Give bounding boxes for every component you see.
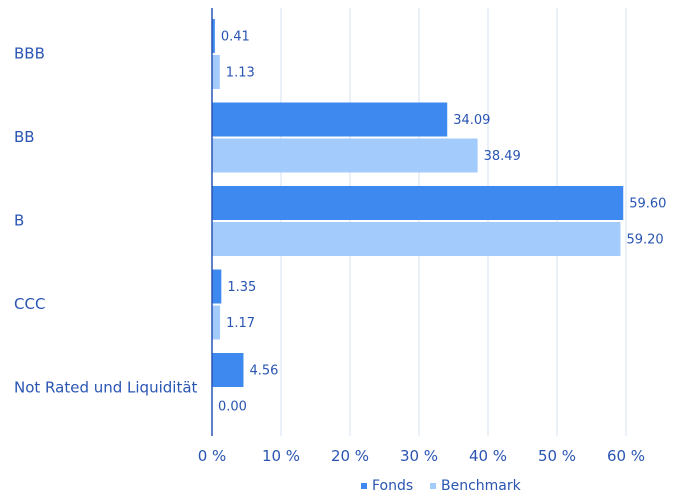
bar-fonds — [212, 19, 215, 53]
data-label: 0.41 — [221, 30, 250, 45]
x-tick-label: 50 % — [538, 447, 576, 465]
data-label: 0.00 — [218, 400, 247, 415]
bar-fonds — [212, 186, 624, 220]
value-labels: 0.41 1.13 34.09 38.49 59.60 59.20 1.35 1.17 4.56… — [218, 30, 666, 415]
bar-benchmark — [212, 55, 220, 89]
x-tick-label: 20 % — [331, 447, 369, 465]
data-label: 59.60 — [629, 197, 666, 212]
category-label: Not Rated und Liquidität — [14, 378, 198, 396]
legend-swatch-fonds — [361, 483, 367, 489]
bar-benchmark — [212, 138, 478, 173]
bar-fonds — [212, 353, 244, 387]
bar-benchmark — [212, 222, 621, 256]
category-label: BB — [14, 128, 35, 146]
category-label: B — [14, 211, 24, 229]
bar-fonds — [212, 102, 448, 137]
x-tick-label: 0 % — [198, 447, 227, 465]
category-label: CCC — [14, 295, 45, 313]
data-label: 59.20 — [626, 233, 663, 248]
legend: Fonds Benchmark — [361, 478, 522, 494]
legend-label-benchmark: Benchmark — [441, 478, 522, 494]
x-tick-label: 40 % — [469, 447, 507, 465]
category-label: BBB — [14, 44, 45, 62]
bar-benchmark — [212, 305, 221, 340]
data-label: 1.13 — [226, 66, 255, 81]
data-label: 1.17 — [226, 316, 255, 331]
x-tick-label: 30 % — [400, 447, 438, 465]
legend-label-fonds: Fonds — [372, 478, 413, 494]
data-label: 38.49 — [484, 149, 521, 164]
legend-swatch-benchmark — [430, 483, 436, 489]
x-axis-ticks: 0 % 10 % 20 % 30 % 40 % 50 % 60 % — [198, 447, 645, 465]
bar-fonds — [212, 269, 222, 304]
bars — [212, 19, 624, 387]
data-label: 34.09 — [453, 113, 490, 128]
x-tick-label: 60 % — [607, 447, 645, 465]
data-label: 4.56 — [249, 364, 278, 379]
x-tick-label: 10 % — [262, 447, 300, 465]
data-label: 1.35 — [227, 280, 256, 295]
